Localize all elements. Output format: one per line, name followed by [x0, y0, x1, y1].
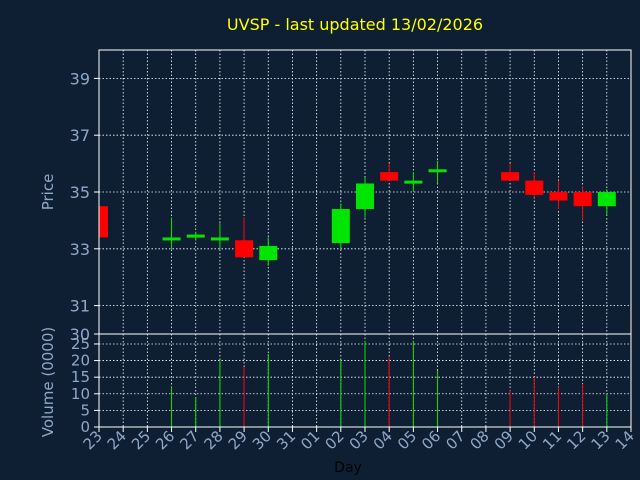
candle-body — [162, 237, 181, 241]
candle-body — [235, 240, 254, 258]
price-tick-label: 39 — [70, 69, 90, 88]
volume-tick-label: 20 — [71, 352, 90, 370]
x-ticks: 2324252627282930310102030405060708091011… — [80, 427, 638, 453]
candle — [428, 160, 447, 184]
candle — [331, 203, 350, 249]
candles — [98, 160, 616, 266]
candle — [525, 172, 544, 198]
candle — [259, 237, 278, 266]
candle-body — [331, 209, 350, 244]
price-tick-label: 30 — [70, 325, 90, 344]
candle — [210, 223, 229, 249]
candle — [356, 177, 374, 218]
volume-tick-label: 15 — [71, 368, 90, 386]
candle-body — [210, 237, 229, 241]
volume-tick-label: 5 — [80, 401, 90, 419]
volume-tick-label: 25 — [71, 335, 90, 353]
candle-body — [501, 172, 520, 181]
candle-body — [186, 234, 205, 238]
price-tick-label: 33 — [70, 240, 90, 259]
candle — [162, 217, 181, 249]
candle — [235, 217, 254, 258]
candle-body — [597, 192, 616, 207]
candle — [380, 163, 399, 181]
price-y-ticks: 31 33 35 37 39 30 — [70, 69, 99, 344]
candle-body — [99, 206, 108, 238]
chart-title: UVSP - last updated 13/02/2026 — [227, 15, 483, 34]
candle — [404, 172, 423, 192]
candle-body — [380, 172, 399, 181]
volume-tick-label: 10 — [71, 385, 90, 403]
candle-body — [573, 192, 592, 207]
price-axis-label: Price — [39, 174, 57, 211]
volume-axis-label: Volume (0000) — [39, 327, 57, 437]
price-tick-label: 35 — [70, 183, 90, 202]
volume-bars — [171, 340, 608, 427]
candle — [597, 189, 616, 215]
candle-body — [259, 245, 278, 261]
price-tick-label: 31 — [70, 297, 90, 316]
candle — [98, 206, 108, 238]
candle-body — [549, 192, 568, 201]
candle-body — [428, 169, 447, 173]
candle — [549, 180, 568, 210]
candle-body — [525, 180, 544, 195]
candle — [501, 163, 520, 181]
candle — [573, 186, 592, 221]
candle-body — [356, 183, 374, 210]
x-axis-label: Day — [334, 460, 362, 476]
candle — [186, 231, 205, 241]
price-tick-label: 37 — [70, 126, 90, 145]
volume-tick-label: 0 — [80, 418, 90, 436]
candle-body — [404, 180, 423, 184]
